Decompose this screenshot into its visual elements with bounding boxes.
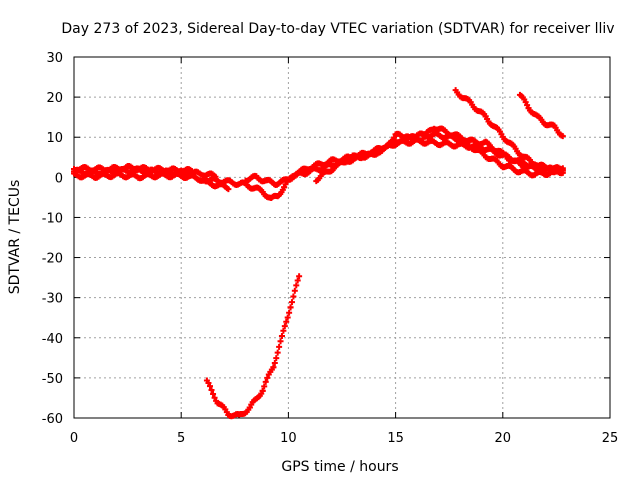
data-point: [206, 383, 213, 390]
data-point: [205, 379, 212, 386]
data-point: [271, 359, 278, 366]
data-point: [296, 273, 303, 280]
data-point: [259, 387, 266, 394]
y-tick-label: -50: [42, 372, 63, 387]
data-point: [524, 102, 531, 109]
y-tick-label: -10: [42, 211, 63, 226]
x-tick-label: 5: [177, 431, 185, 446]
plot-frame: [73, 56, 611, 419]
y-tick-label: 20: [46, 91, 63, 106]
series-arc-8: [516, 91, 566, 140]
x-tick-label: 10: [280, 431, 297, 446]
y-tick-label: 10: [46, 131, 63, 146]
y-tick-label: 30: [46, 51, 63, 66]
data-point: [522, 99, 529, 106]
y-tick-label: -60: [42, 412, 63, 427]
x-tick-label: 20: [495, 431, 512, 446]
data-point: [208, 386, 215, 393]
data-point: [287, 304, 294, 311]
x-tick-label: 15: [387, 431, 404, 446]
data-point: [284, 314, 291, 321]
y-tick-label: -20: [42, 252, 63, 267]
data-point: [294, 277, 301, 284]
data-point: [559, 167, 566, 174]
x-tick-label: 25: [602, 431, 619, 446]
series-arc-9: [203, 273, 303, 420]
chart-title: Day 273 of 2023, Sidereal Day-to-day VTE…: [61, 21, 614, 37]
axis-ticks: 0 5 10 15 20 25 -60 -50 -40 -30 -20 -10 0 10 20 30: [42, 51, 619, 446]
data-point: [188, 167, 195, 174]
series-arc-3: [71, 163, 195, 176]
data-point: [283, 318, 290, 325]
y-tick-label: -40: [42, 332, 63, 347]
data-point: [210, 391, 217, 398]
data-series: [71, 87, 566, 420]
y-axis-label: SDTVAR / TECUs: [7, 180, 23, 295]
data-point: [274, 349, 281, 356]
data-point: [281, 184, 288, 191]
data-point: [277, 338, 284, 345]
y-tick-label: -30: [42, 292, 63, 307]
data-point: [291, 287, 298, 294]
data-point: [281, 323, 288, 330]
data-point: [559, 133, 566, 140]
series-arc-7: [452, 87, 566, 174]
data-point: [290, 293, 297, 300]
data-point: [276, 343, 283, 350]
series-arc-6: [313, 125, 566, 185]
data-point: [264, 374, 271, 381]
data-point: [278, 333, 285, 340]
data-point: [293, 282, 300, 289]
y-tick-label: 0: [55, 171, 63, 186]
data-point: [280, 327, 287, 334]
data-point: [270, 364, 277, 371]
data-point: [261, 383, 268, 390]
data-point: [262, 378, 269, 385]
data-point: [211, 394, 218, 401]
data-point: [288, 299, 295, 306]
data-point: [273, 355, 280, 362]
x-axis-label: GPS time / hours: [281, 459, 398, 475]
data-point: [225, 186, 232, 193]
x-tick-label: 0: [70, 431, 78, 446]
data-point: [389, 137, 396, 144]
data-point: [286, 309, 293, 316]
data-point: [391, 134, 398, 141]
